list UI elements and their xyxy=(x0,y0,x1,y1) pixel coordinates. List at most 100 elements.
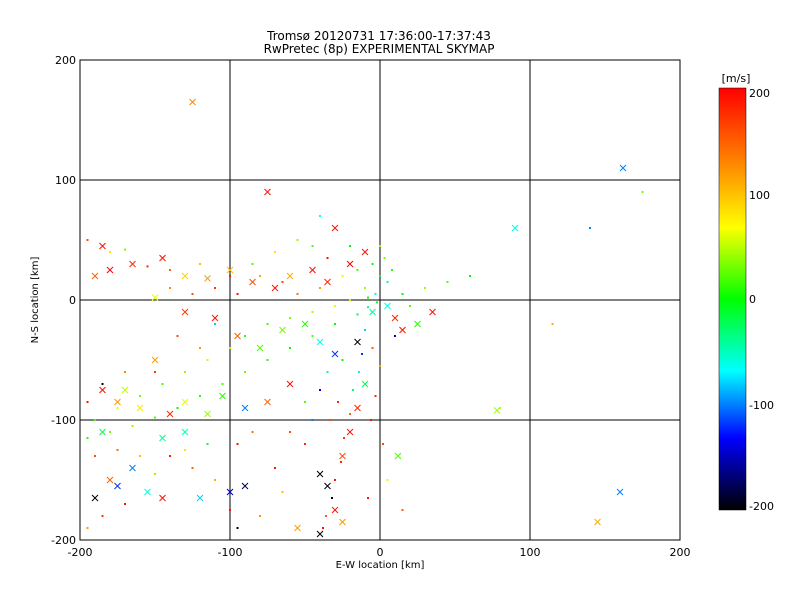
data-point-dot xyxy=(356,269,359,271)
colorbar-tick-label: 100 xyxy=(749,189,770,202)
data-point-dot xyxy=(206,359,209,361)
data-point-cross xyxy=(196,494,204,502)
data-point-cross xyxy=(324,278,331,286)
data-point-cross xyxy=(414,320,421,328)
data-point-dot xyxy=(329,419,332,421)
data-point-dot xyxy=(367,497,369,499)
data-point-dot xyxy=(116,407,119,409)
data-point-dot xyxy=(326,257,329,259)
data-point-cross xyxy=(271,284,279,292)
data-point-dot xyxy=(259,275,261,277)
data-point-dot xyxy=(341,359,344,361)
data-point-cross xyxy=(361,380,369,388)
data-point-dot xyxy=(86,401,89,403)
data-point-cross xyxy=(226,488,234,496)
data-point-cross xyxy=(106,266,114,274)
y-tick-label: 100 xyxy=(55,174,76,187)
chart-title: Tromsø 20120731 17:36:00-17:37:43 xyxy=(266,29,491,43)
x-tick-label: -100 xyxy=(218,546,243,559)
data-point-dot xyxy=(244,335,246,337)
data-point-dot xyxy=(340,461,342,463)
data-point-dot xyxy=(244,371,246,373)
data-point-cross xyxy=(511,224,519,232)
y-tick-label: 0 xyxy=(69,294,76,307)
y-tick-label: -100 xyxy=(51,414,76,427)
data-point-dot xyxy=(296,239,299,241)
data-point-dot xyxy=(374,395,377,397)
data-point-dot xyxy=(214,287,216,289)
data-point-cross xyxy=(114,482,121,490)
data-point-dot xyxy=(304,401,306,403)
data-point-cross xyxy=(106,476,114,484)
data-point-cross xyxy=(354,404,361,412)
data-point-dot xyxy=(176,335,179,337)
data-point-dot xyxy=(371,347,374,349)
data-point-dot xyxy=(311,419,314,421)
data-point-dot xyxy=(169,455,171,457)
data-point-dot xyxy=(154,473,156,475)
data-point-cross xyxy=(316,530,324,538)
y-tick-labels: 200 100 0 -100 -200 xyxy=(51,54,76,547)
data-point-dot xyxy=(199,263,201,265)
data-point-dot xyxy=(206,443,209,445)
data-point-dot xyxy=(289,431,291,433)
data-point-cross xyxy=(241,404,249,412)
data-point-cross xyxy=(204,410,211,418)
data-point-dot xyxy=(383,257,386,259)
data-point-dot xyxy=(161,383,164,385)
colorbar xyxy=(718,87,747,511)
x-tick-label: 0 xyxy=(377,546,384,559)
data-point-cross xyxy=(121,386,129,394)
data-point-cross xyxy=(204,275,211,282)
data-point-dot xyxy=(331,497,333,499)
data-point-cross xyxy=(354,338,361,346)
data-point-dot xyxy=(191,293,194,295)
data-point-dot xyxy=(86,527,89,529)
data-point-dot xyxy=(379,365,381,367)
data-point-cross xyxy=(226,266,234,274)
data-point-cross xyxy=(189,98,196,106)
data-point-dot xyxy=(319,215,321,217)
data-point-dot xyxy=(86,437,89,439)
data-point-dot xyxy=(289,317,291,319)
data-point-dot xyxy=(169,269,171,271)
data-point-dot xyxy=(379,275,381,277)
data-point-dot xyxy=(319,287,321,289)
grid-lines xyxy=(80,60,680,540)
data-point-dot xyxy=(364,287,366,289)
data-point-cross xyxy=(181,398,189,406)
y-axis-label: N-S location [km] xyxy=(30,257,41,344)
data-point-dot xyxy=(214,479,216,481)
data-point-dot xyxy=(94,419,96,421)
data-point-dot xyxy=(236,527,239,529)
data-point-dot xyxy=(551,323,554,325)
data-point-cross xyxy=(159,434,166,442)
data-point-cross xyxy=(619,164,627,172)
data-point-dot xyxy=(124,503,126,505)
data-point-dot xyxy=(229,347,231,349)
data-point-dot xyxy=(191,467,194,469)
data-point-cross xyxy=(91,272,99,280)
data-point-cross xyxy=(241,482,249,490)
data-point-dot xyxy=(311,245,314,247)
data-point-cross xyxy=(309,266,316,274)
data-point-dot xyxy=(176,407,179,409)
data-point-dot xyxy=(589,227,591,229)
data-point-cross xyxy=(316,470,324,478)
data-point-cross xyxy=(331,224,339,232)
data-point-cross xyxy=(256,344,264,352)
data-point-cross xyxy=(181,272,189,280)
data-point-cross xyxy=(159,494,166,502)
data-point-cross xyxy=(324,482,331,490)
data-point-cross xyxy=(234,332,241,340)
data-point-dot xyxy=(304,443,306,445)
data-point-cross xyxy=(249,278,256,286)
data-point-dot xyxy=(394,335,396,337)
colorbar-tick-label: 0 xyxy=(749,293,756,306)
data-point-dot xyxy=(86,239,89,241)
data-point-dot xyxy=(289,347,291,349)
data-point-cross xyxy=(339,452,346,460)
data-point-dot xyxy=(334,479,336,481)
data-point-dot xyxy=(343,437,345,439)
data-point-dot xyxy=(251,431,254,433)
